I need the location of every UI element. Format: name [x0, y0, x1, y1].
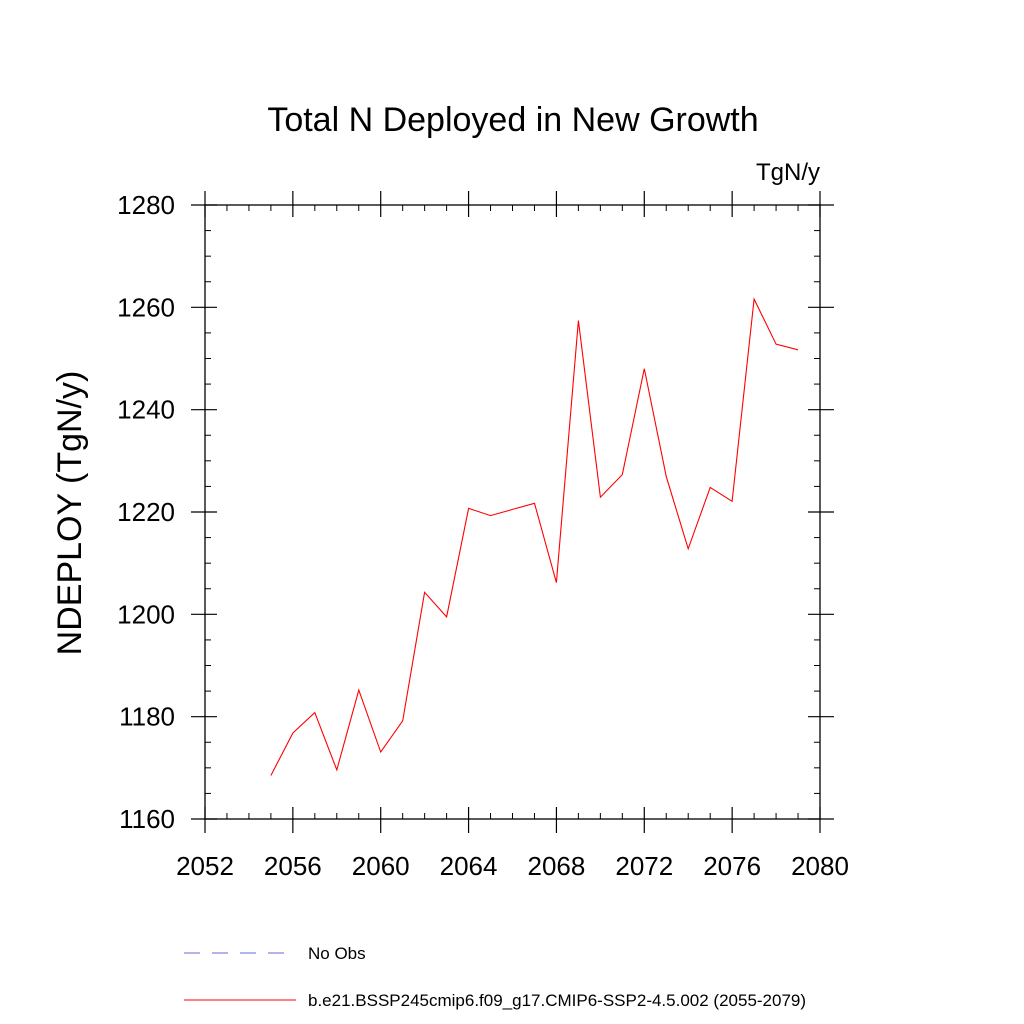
y-tick-label: 1180: [119, 702, 175, 732]
axis-ticks: [191, 191, 834, 833]
y-tick-label: 1240: [117, 395, 175, 425]
plot-frame: [204, 204, 821, 820]
y-tick-label: 1160: [119, 804, 175, 834]
legend-label: b.e21.BSSP245cmip6.f09_g17.CMIP6-SSP2-4.…: [308, 991, 806, 1010]
chart-title: Total N Deployed in New Growth: [267, 101, 758, 139]
x-tick-label: 2060: [352, 851, 410, 881]
x-tick-label: 2056: [264, 851, 322, 881]
x-tick-label: 2072: [615, 851, 673, 881]
x-tick-label: 2080: [791, 851, 849, 881]
series-line: [270, 297, 799, 776]
y-tick-label: 1280: [117, 190, 175, 220]
legend: No Obs b.e21.BSSP245cmip6.f09_g17.CMIP6-S…: [184, 944, 806, 1010]
units-label: TgN/y: [756, 159, 820, 186]
y-axis-label: NDEPLOY (TgN/y): [51, 371, 89, 656]
x-tick-label: 2064: [440, 851, 498, 881]
y-tick-label: 1200: [117, 599, 175, 629]
legend-label: No Obs: [308, 944, 366, 963]
x-tick-label: 2068: [528, 851, 586, 881]
y-tick-label: 1220: [117, 497, 175, 527]
series-layer: [270, 297, 799, 776]
axis-tick-labels: 2052 2056 2060 2064 2068 2072 2076 2080 1160 1180…: [117, 190, 849, 881]
x-tick-label: 2076: [703, 851, 761, 881]
y-tick-label: 1260: [117, 292, 175, 322]
x-tick-label: 2052: [176, 851, 234, 881]
